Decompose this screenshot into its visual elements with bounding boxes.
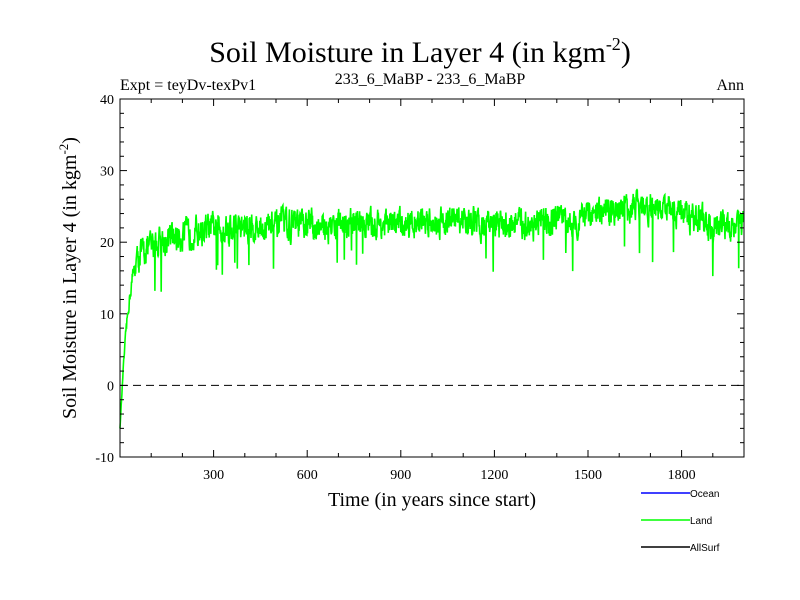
x-axis-label: Time (in years since start) [328,489,536,511]
x-tick-label: 300 [203,468,224,483]
y-tick-label: 20 [100,236,114,251]
y-tick-label: -10 [95,451,114,466]
x-tick-label: 1200 [480,468,508,483]
series-line-land [119,188,745,429]
season-label: Ann [716,77,744,94]
x-tick-label: 1500 [574,468,602,483]
x-tick-label: 600 [297,468,318,483]
legend-label-allsurf: AllSurf [690,543,720,554]
y-axis-label: Soil Moisture in Layer 4 (in kgm-2) [56,137,81,419]
plot-frame [119,98,745,458]
y-tick-label: 10 [100,308,114,323]
y-tick-label: 30 [100,165,114,180]
legend-label-ocean: Ocean [690,489,719,500]
chart-title: Soil Moisture in Layer 4 (in kgm-2) [209,34,631,69]
legend: Ocean Land AllSurf [641,489,720,554]
x-tick-label: 900 [390,468,411,483]
experiment-label: Expt = teyDv-texPv1 [120,77,256,94]
experiment-id-label: 233_6_MaBP - 233_6_MaBP [335,71,526,88]
y-tick-label: 0 [107,379,114,394]
y-tick-label: 40 [100,93,114,108]
legend-label-land: Land [690,516,712,527]
x-tick-label: 1800 [668,468,696,483]
plot-layer [119,188,745,429]
axes-layer: -10 0 10 20 30 40 300 600 900 1200 1500 1800 [95,93,745,483]
